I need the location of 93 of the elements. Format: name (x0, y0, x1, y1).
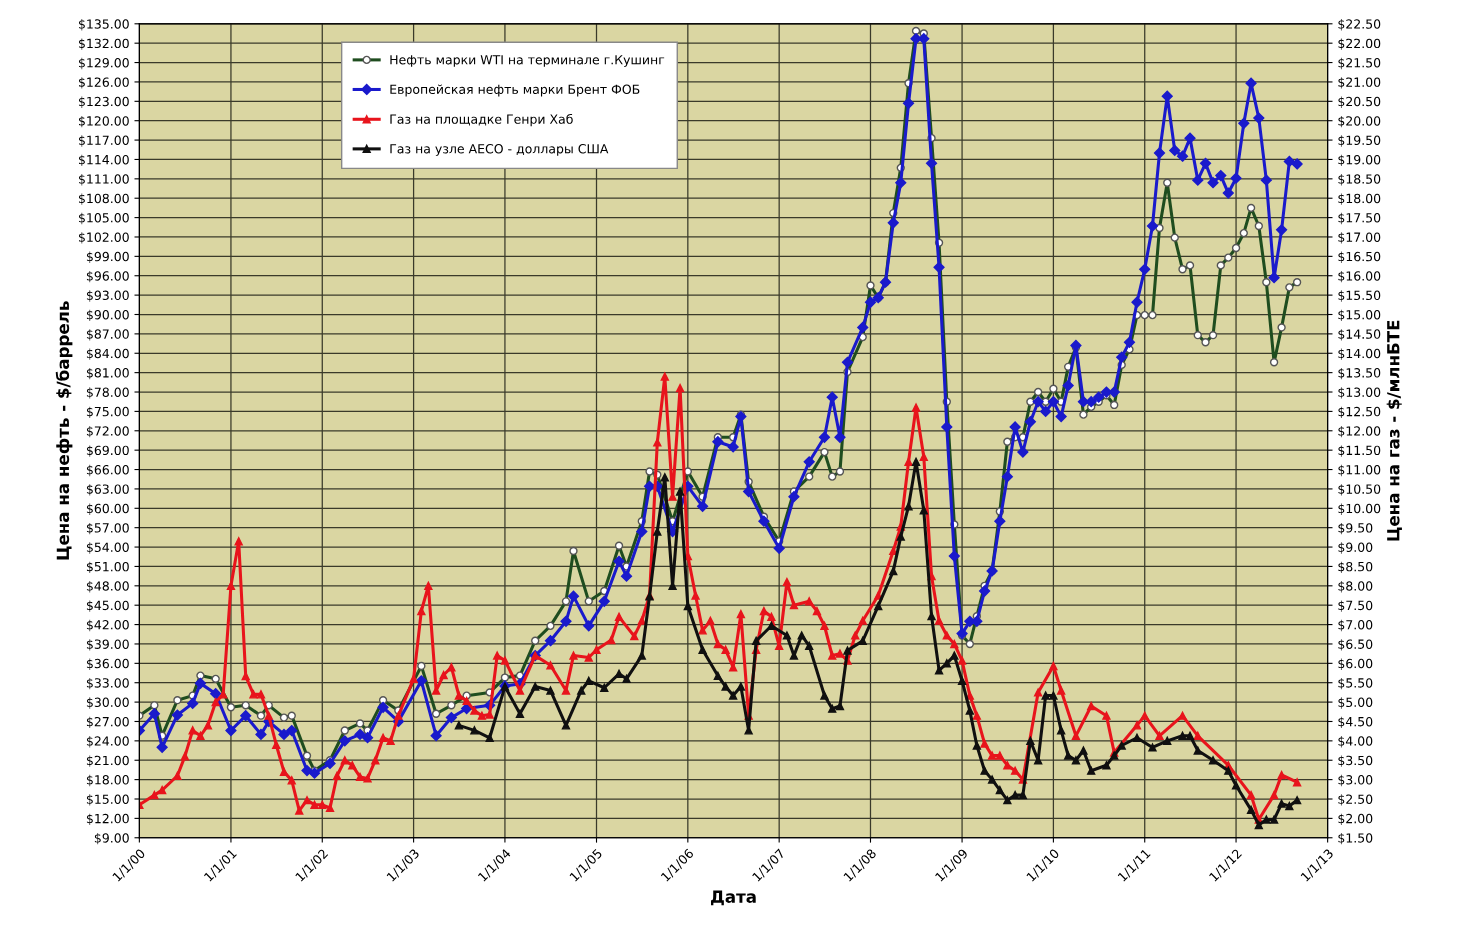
y-tick-label: $120.00 (78, 115, 129, 128)
y2-tick-label: $7.00 (1338, 619, 1373, 632)
y-tick-label: $78.00 (86, 387, 129, 399)
y2-tick-label: $21.50 (1338, 57, 1381, 70)
y-tick-label: $42.00 (86, 619, 129, 632)
legend-label: Газ на площадке Генри Хаб (390, 113, 573, 127)
y2-tick-label: $5.50 (1338, 677, 1373, 690)
y2-tick-label: $14.00 (1338, 348, 1381, 360)
y-tick-label: $114.00 (78, 154, 129, 167)
y-tick-label: $75.00 (86, 406, 129, 418)
y-tick-label: $15.00 (86, 794, 129, 806)
y-tick-label: $36.00 (86, 658, 129, 670)
y2-tick-label: $18.50 (1338, 174, 1381, 186)
y-tick-label: $105.00 (78, 212, 129, 225)
y2-tick-label: $19.50 (1338, 135, 1381, 147)
y2-tick-label: $14.50 (1338, 329, 1381, 341)
y2-tick-label: $5.00 (1338, 697, 1373, 709)
y2-tick-label: $8.00 (1338, 581, 1373, 593)
legend-label: Европейская нефть марки Брент ФОБ (390, 84, 640, 97)
y-tick-label: $63.00 (86, 484, 129, 496)
y-tick-label: $111.00 (78, 174, 129, 186)
y-tick-label: $57.00 (86, 522, 129, 535)
y-tick-label: $60.00 (86, 503, 129, 515)
legend-label: Газ на узле AECO - доллары США (390, 143, 609, 156)
y2-tick-label: $6.50 (1338, 639, 1373, 651)
y-tick-label: $39.00 (86, 639, 129, 651)
y2-tick-label: $20.00 (1338, 115, 1381, 128)
y2-tick-label: $3.00 (1338, 774, 1373, 787)
y-axis-title: Цена на нефть - $/баррель (55, 301, 73, 560)
y2-tick-label: $4.50 (1338, 716, 1373, 729)
y-tick-label: $99.00 (86, 251, 129, 263)
y-tick-label: $81.00 (86, 367, 129, 380)
y-tick-label: $108.00 (78, 193, 129, 205)
y-tick-label: $96.00 (86, 270, 129, 283)
y2-tick-label: $17.50 (1338, 212, 1381, 225)
y-tick-label: $69.00 (86, 445, 129, 457)
y2-tick-label: $18.00 (1338, 193, 1381, 205)
y2-tick-label: $9.50 (1338, 522, 1373, 535)
y-tick-label: $84.00 (86, 348, 129, 360)
y-tick-label: $90.00 (86, 309, 129, 322)
y-tick-label: $51.00 (86, 561, 129, 574)
y-tick-label: $48.00 (86, 581, 129, 593)
y2-tick-label: $20.50 (1338, 96, 1381, 108)
y-tick-label: $21.00 (86, 755, 129, 767)
y2-tick-label: $2.00 (1338, 813, 1373, 825)
y2-tick-label: $3.50 (1338, 755, 1373, 767)
y2-tick-label: $15.50 (1338, 290, 1381, 302)
y2-tick-label: $7.50 (1338, 600, 1373, 612)
legend-label: Нефть марки WTI на терминале г.Кушинг (390, 55, 665, 67)
y-tick-label: $27.00 (86, 716, 129, 729)
y2-tick-label: $6.00 (1338, 658, 1373, 670)
y2-tick-label: $17.00 (1338, 232, 1381, 244)
x-axis-title: Дата (711, 890, 756, 906)
y-tick-label: $93.00 (86, 290, 129, 302)
y-tick-label: $126.00 (78, 77, 129, 89)
y-tick-label: $132.00 (78, 38, 129, 50)
y-tick-label: $54.00 (86, 542, 129, 554)
y2-tick-label: $10.50 (1338, 484, 1381, 496)
y-tick-label: $72.00 (86, 426, 129, 438)
y-tick-label: $117.00 (78, 135, 129, 147)
y2-tick-label: $1.50 (1338, 833, 1373, 845)
y2-tick-label: $13.50 (1338, 367, 1381, 380)
y2-tick-label: $9.00 (1338, 542, 1373, 554)
y2-tick-label: $21.00 (1338, 77, 1381, 89)
y-tick-label: $66.00 (86, 464, 129, 477)
y2-tick-label: $13.00 (1338, 387, 1381, 399)
y2-axis-title: Цена на газ - $/млнБТЕ (1386, 320, 1402, 541)
y-tick-label: $123.00 (78, 96, 129, 108)
y-tick-label: $30.00 (86, 697, 129, 709)
y2-tick-label: $10.00 (1338, 503, 1381, 515)
y2-tick-label: $8.50 (1338, 561, 1373, 574)
y2-tick-label: $15.00 (1338, 309, 1381, 322)
y2-tick-label: $16.50 (1338, 251, 1381, 263)
y-tick-label: $12.00 (86, 813, 129, 825)
y-tick-label: $33.00 (86, 677, 129, 690)
y2-tick-label: $19.00 (1338, 154, 1381, 167)
y2-tick-label: $4.00 (1338, 736, 1373, 748)
y-tick-label: $9.00 (94, 833, 129, 845)
y2-tick-label: $22.50 (1338, 19, 1381, 31)
y-tick-label: $18.00 (86, 774, 129, 787)
y-tick-label: $135.00 (78, 19, 129, 31)
y2-tick-label: $12.50 (1338, 406, 1381, 418)
y2-tick-label: $11.00 (1338, 464, 1381, 477)
y2-tick-label: $12.00 (1338, 426, 1381, 438)
y2-tick-label: $2.50 (1338, 794, 1373, 806)
y-tick-label: $129.00 (78, 57, 129, 70)
y-tick-label: $24.00 (86, 736, 129, 748)
y-tick-label: $87.00 (86, 329, 129, 341)
y2-tick-label: $16.00 (1338, 270, 1381, 283)
y-tick-label: $45.00 (86, 600, 129, 612)
y-tick-label: $102.00 (78, 232, 129, 244)
y2-tick-label: $11.50 (1338, 445, 1381, 457)
y2-tick-label: $22.00 (1338, 38, 1381, 50)
